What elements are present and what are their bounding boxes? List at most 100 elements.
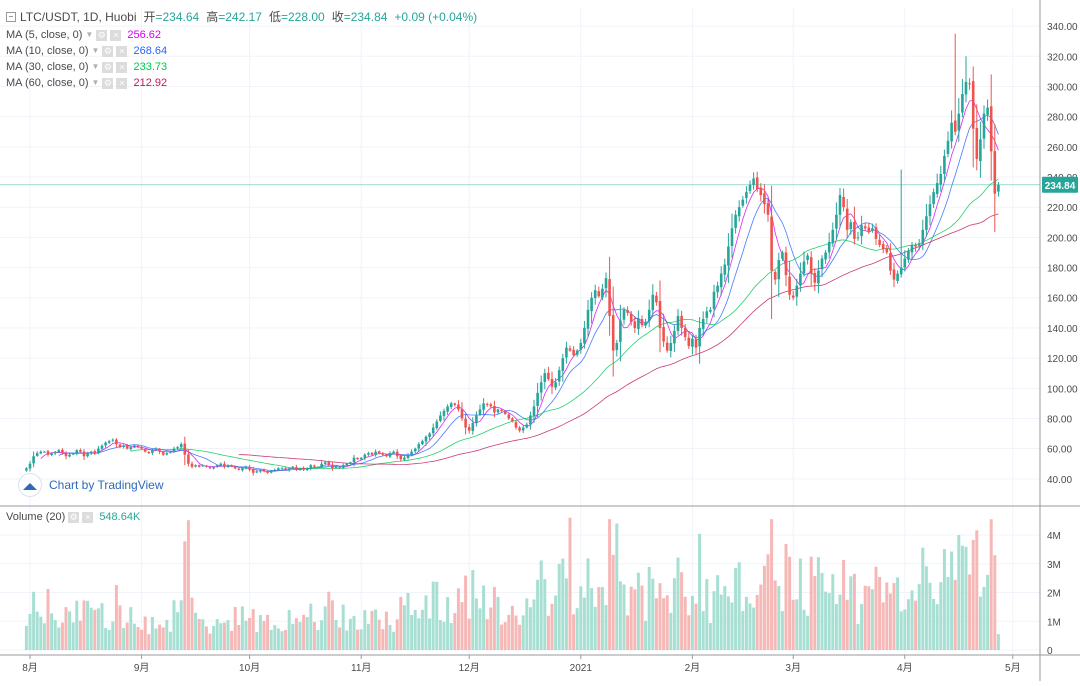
candle-body: [125, 445, 129, 449]
volume-bar: [748, 603, 752, 650]
candle-body: [143, 449, 147, 452]
volume-bar: [968, 574, 972, 650]
candle-body: [640, 319, 644, 325]
volume-bar: [435, 581, 439, 650]
volume-bar: [104, 628, 108, 650]
candle-body: [478, 409, 482, 415]
ma-60-line: [238, 213, 999, 466]
close-icon[interactable]: ×: [116, 61, 128, 73]
indicator-ma30[interactable]: MA (30, close, 0) ▼ ⚙ × 233.73: [6, 59, 477, 75]
candle-body: [118, 444, 122, 448]
candle-body: [431, 427, 435, 434]
volume-bar: [604, 605, 608, 650]
tradingview-watermark[interactable]: Chart by TradingView: [18, 473, 164, 497]
candle-body: [161, 452, 165, 455]
candle-body: [363, 454, 367, 458]
candle-body: [467, 427, 471, 431]
volume-bar: [345, 630, 349, 650]
tradingview-logo-icon: [18, 473, 42, 497]
candle-body: [928, 204, 932, 217]
indicator-ma5[interactable]: MA (5, close, 0) ▼ ⚙ × 256.62: [6, 27, 477, 43]
close-icon[interactable]: ×: [82, 511, 94, 523]
price-tick-label: 200.00: [1047, 233, 1078, 244]
candle-body: [651, 294, 655, 311]
volume-bar: [161, 627, 165, 650]
settings-icon[interactable]: ⚙: [96, 29, 108, 41]
indicator-ma10[interactable]: MA (10, close, 0) ▼ ⚙ × 268.64: [6, 43, 477, 59]
volume-bar: [449, 623, 453, 650]
settings-icon[interactable]: ⚙: [102, 77, 114, 89]
candle-body: [100, 445, 104, 449]
volume-bar: [291, 624, 295, 650]
candle-body: [629, 313, 633, 322]
volume-bar: [957, 535, 961, 650]
volume-bar: [572, 614, 576, 650]
candle-body: [471, 423, 475, 431]
candle-body: [277, 468, 280, 470]
volume-bar: [399, 596, 403, 650]
volume-bar: [856, 623, 860, 650]
volume-legend[interactable]: Volume (20) ⚙ × 548.64K: [6, 511, 140, 523]
candle-body: [421, 441, 424, 445]
volume-bar: [28, 613, 32, 650]
candle-body: [939, 174, 943, 185]
candle-body: [813, 272, 817, 283]
close-icon[interactable]: ×: [110, 29, 122, 41]
candle-body: [439, 415, 442, 421]
price-tick-label: 80.00: [1047, 414, 1072, 425]
chevron-down-icon[interactable]: ▼: [91, 78, 100, 87]
candle-body: [791, 295, 795, 298]
volume-bar: [924, 566, 928, 650]
volume-bar: [777, 585, 781, 650]
volume-bar: [42, 623, 46, 650]
chevron-down-icon[interactable]: ▼: [91, 46, 100, 55]
candle-body: [309, 465, 313, 469]
volume-bar: [431, 581, 435, 650]
close-icon[interactable]: ×: [116, 77, 128, 89]
volume-bar: [370, 610, 374, 650]
volume-bar: [147, 634, 151, 650]
volume-bar: [424, 595, 428, 650]
volume-label: Volume (20): [6, 511, 66, 523]
chevron-down-icon[interactable]: ▼: [85, 30, 94, 39]
close-icon[interactable]: ×: [116, 45, 128, 57]
candle-body: [345, 463, 349, 466]
candle-body: [266, 471, 269, 473]
candle-body: [874, 227, 878, 239]
candle-body: [619, 320, 622, 342]
candle-body: [39, 451, 43, 454]
high-value: =242.17: [218, 10, 262, 24]
candle-body: [820, 258, 824, 270]
candle-body: [604, 278, 608, 289]
volume-bar: [201, 619, 205, 650]
candle-body: [557, 370, 561, 382]
volume-bar: [111, 621, 115, 650]
candle-body: [147, 452, 151, 454]
volume-bar: [672, 578, 676, 650]
settings-icon[interactable]: ⚙: [102, 61, 114, 73]
candle-body: [79, 450, 82, 452]
volume-bar: [521, 615, 525, 650]
candle-body: [35, 453, 39, 456]
candle-body: [716, 285, 719, 293]
settings-icon[interactable]: ⚙: [68, 511, 80, 523]
volume-bar: [183, 541, 187, 650]
indicator-ma60[interactable]: MA (60, close, 0) ▼ ⚙ × 212.92: [6, 75, 477, 91]
ma-10-line: [58, 114, 999, 471]
candle-body: [521, 427, 525, 431]
candle-body: [352, 457, 356, 463]
time-tick-label: 2021: [570, 663, 593, 674]
volume-bar: [122, 628, 126, 650]
volume-bar: [978, 596, 982, 650]
collapse-legend-icon[interactable]: [6, 12, 16, 22]
settings-icon[interactable]: ⚙: [102, 45, 114, 57]
volume-bar: [71, 622, 75, 650]
volume-bar: [636, 572, 640, 650]
indicator-label: MA (30, close, 0): [6, 61, 89, 73]
volume-bar: [874, 566, 878, 650]
candle-body: [802, 261, 806, 274]
chevron-down-icon[interactable]: ▼: [91, 62, 100, 71]
volume-bar: [669, 612, 673, 650]
volume-bar: [323, 606, 327, 650]
volume-bar: [878, 576, 882, 650]
